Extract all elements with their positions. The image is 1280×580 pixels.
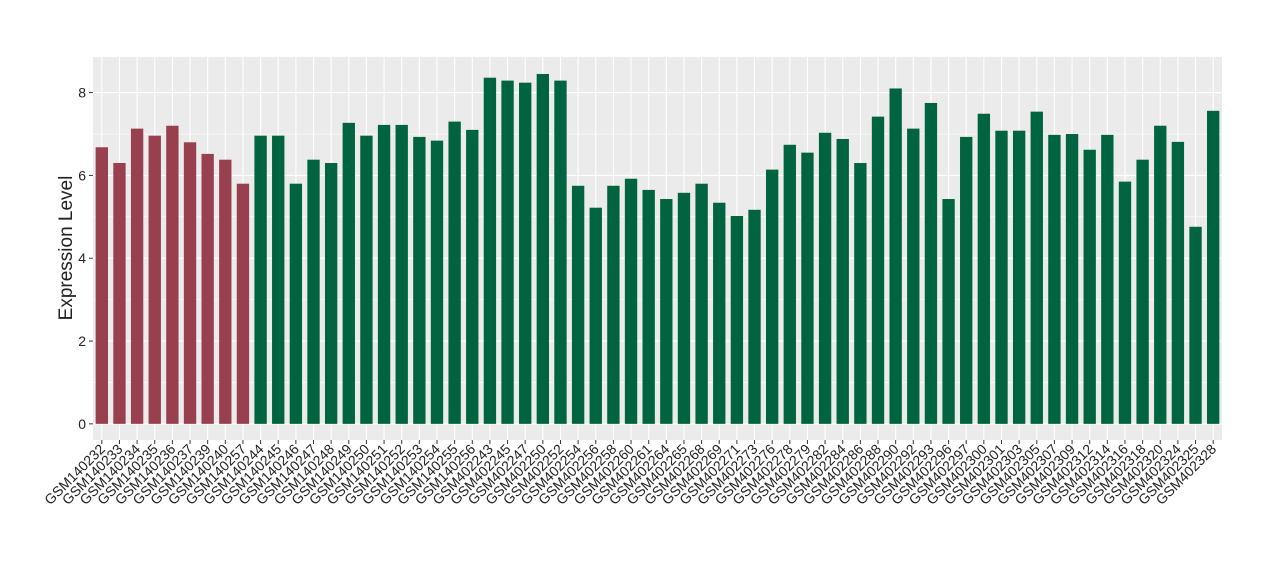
bar bbox=[236, 183, 250, 424]
bar bbox=[589, 207, 602, 424]
bar bbox=[960, 136, 973, 424]
bar bbox=[395, 124, 408, 424]
y-tick-label: 6 bbox=[78, 167, 86, 183]
bar bbox=[430, 140, 444, 424]
bar bbox=[801, 152, 814, 424]
bar bbox=[783, 144, 796, 424]
bar bbox=[854, 162, 867, 424]
bar bbox=[1048, 134, 1061, 424]
bar bbox=[1207, 110, 1220, 424]
bar bbox=[677, 192, 691, 424]
bar bbox=[977, 113, 991, 424]
bar bbox=[713, 202, 726, 424]
bar bbox=[95, 147, 108, 424]
bar bbox=[113, 162, 126, 424]
bar bbox=[695, 183, 708, 424]
bar bbox=[148, 135, 161, 424]
bar bbox=[519, 82, 532, 424]
bar bbox=[1136, 159, 1149, 424]
bar bbox=[1083, 149, 1096, 424]
bar bbox=[536, 73, 550, 424]
bar bbox=[765, 169, 779, 424]
bar bbox=[289, 183, 303, 424]
bar bbox=[836, 138, 849, 424]
bar bbox=[1012, 130, 1026, 424]
bar bbox=[871, 116, 885, 424]
bar bbox=[466, 129, 479, 424]
bar bbox=[924, 102, 938, 424]
bar bbox=[660, 199, 673, 424]
bar bbox=[907, 128, 920, 424]
bar bbox=[748, 209, 761, 424]
bar bbox=[889, 88, 902, 424]
bar bbox=[942, 199, 955, 424]
bar bbox=[360, 135, 373, 424]
bar bbox=[307, 159, 320, 424]
bar bbox=[730, 215, 744, 424]
bar bbox=[272, 135, 285, 424]
bar bbox=[995, 130, 1008, 424]
bar bbox=[324, 162, 338, 424]
bar bbox=[624, 178, 638, 424]
y-tick-label: 0 bbox=[78, 416, 86, 432]
bar bbox=[183, 142, 197, 424]
bar bbox=[219, 159, 232, 424]
bar bbox=[377, 124, 391, 424]
bar bbox=[501, 80, 514, 424]
y-tick-label: 4 bbox=[78, 250, 86, 266]
bar bbox=[642, 189, 655, 424]
bar bbox=[818, 132, 832, 424]
bar bbox=[1065, 134, 1079, 424]
bar bbox=[166, 125, 179, 424]
bar bbox=[130, 128, 144, 424]
bar bbox=[342, 122, 355, 424]
y-tick-label: 2 bbox=[78, 333, 86, 349]
bar bbox=[483, 77, 497, 424]
bar bbox=[1154, 125, 1167, 424]
bar bbox=[1189, 226, 1202, 424]
bar bbox=[571, 185, 585, 424]
bar bbox=[201, 153, 214, 424]
bar bbox=[1118, 181, 1132, 424]
y-tick-label: 8 bbox=[78, 85, 86, 101]
bar bbox=[1171, 141, 1185, 424]
bar bbox=[254, 135, 267, 424]
bar bbox=[413, 136, 426, 424]
bar bbox=[448, 121, 461, 424]
y-axis-title: Expression Level bbox=[56, 176, 77, 321]
bar bbox=[607, 185, 620, 424]
bar bbox=[1101, 134, 1114, 424]
bar bbox=[554, 80, 567, 424]
bar bbox=[1030, 111, 1043, 424]
